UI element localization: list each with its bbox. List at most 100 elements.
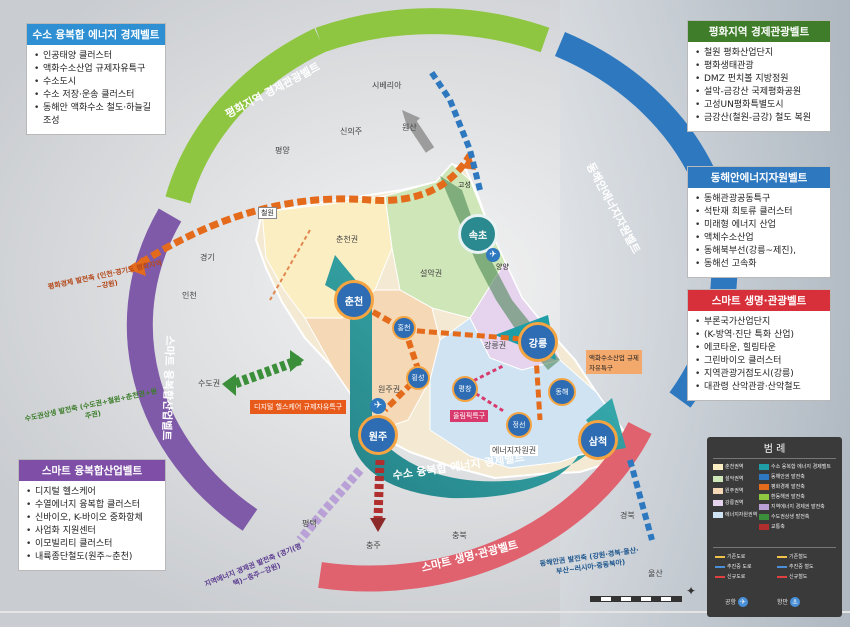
compass-icon: ✦ <box>686 584 697 598</box>
list-item: 철원 평화산업단지 <box>695 47 822 60</box>
list-item: 내륙종단철도(원주~춘천) <box>26 551 157 564</box>
list-item: 금강산(철원-금강) 철도 복원 <box>695 112 822 125</box>
legend-axis: 지역에너지 경제권 발전축 <box>759 503 825 510</box>
airport-icon: ✈ <box>737 597 748 607</box>
corridor-west-peace-line <box>128 153 474 273</box>
place-gyeonggi: 경기 <box>200 253 215 262</box>
panel-hydrogen-title: 수소 융복합 에너지 경제벨트 <box>27 24 165 45</box>
list-item: 수소도시 <box>34 76 157 89</box>
place-wonsan: 원산 <box>402 123 417 132</box>
city-pyeongchang[interactable]: 평창 <box>452 376 478 402</box>
list-item: 액화수소산업 규제자유특구 <box>34 63 157 76</box>
legend-axis-label: 환동해권 발전축 <box>771 494 805 500</box>
corridor-east-line <box>427 68 483 191</box>
city-jeongseon[interactable]: 정선 <box>506 412 532 438</box>
legend-area-label: 설악권역 <box>725 476 744 482</box>
scale-bar <box>590 596 682 602</box>
city-yangyang: 양양 <box>496 263 509 271</box>
legend-axis: 수도권상생 발전축 <box>759 513 809 520</box>
city-wonju[interactable]: 원주 <box>358 415 398 455</box>
list-item: 인공태양 클러스터 <box>34 50 157 63</box>
list-item: 수열에너지 융복합 클러스터 <box>26 499 157 512</box>
legend-axis-label: 지역에너지 경제권 발전축 <box>771 504 825 510</box>
list-item: 이모빌리티 클러스터 <box>26 538 157 551</box>
belt-peace-arc <box>165 28 326 204</box>
list-item: 지역관광거점도시(강릉) <box>695 368 822 381</box>
panel-smarthealth: 스마트 융복합산업벨트 디지털 헬스케어 수열에너지 융복합 클러스터 신바이오… <box>18 459 166 571</box>
place-seoul: 수도권 <box>198 379 221 388</box>
place-pyongyang: 평양 <box>275 146 290 155</box>
list-item: 평화생태관광 <box>695 60 822 73</box>
belt-smarthealth-arc <box>126 208 258 531</box>
region-label-wonju: 원주권 <box>378 385 401 394</box>
callout-digital-healthcare: 디지털 헬스케어 규제자유특구 <box>250 400 347 414</box>
panel-smartlife-title: 스마트 생명·관광벨트 <box>688 290 830 311</box>
city-donghae[interactable]: 동해 <box>548 378 576 406</box>
legend-axis-label: 동해안권 발전축 <box>771 474 805 480</box>
list-item: 에코타운, 힐링타운 <box>695 342 822 355</box>
place-chungju: 충주 <box>366 541 381 550</box>
legend-rail-label: 추진중 철도 <box>789 564 814 570</box>
list-item: 사업화 지원센터 <box>26 525 157 538</box>
city-gangneung[interactable]: 강릉 <box>518 322 558 362</box>
list-item: DMZ 펀치볼 지방정원 <box>695 73 822 86</box>
legend-rail: 추진중 철도 <box>777 563 814 570</box>
place-siberia: 시베리아 <box>372 81 402 90</box>
city-cheorwon: 철원 <box>258 207 277 219</box>
legend-road-label: 기존도로 <box>727 554 746 560</box>
callout-olympic: 올림픽특구 <box>450 410 489 422</box>
legend-axis: 평화경제 발전축 <box>759 483 805 490</box>
list-item: 동해관광공동특구 <box>695 193 822 206</box>
airport-icon: ✈ <box>486 248 500 262</box>
legend-rail-label: 기존철도 <box>789 554 808 560</box>
legend-axis-label: 교통축 <box>771 524 785 530</box>
place-chungbuk: 충북 <box>452 531 467 540</box>
legend-area: 에너지자원권역 <box>713 511 757 518</box>
legend-road: 기존도로 <box>715 553 745 560</box>
city-hongcheon[interactable]: 홍천 <box>392 316 416 340</box>
legend-axis: 수소 융복합 에너지 경제벨트 <box>759 463 831 470</box>
list-item: 수소 저장·운송 클러스터 <box>34 89 157 102</box>
panel-hydrogen: 수소 융복합 에너지 경제벨트 인공태양 클러스터 액화수소산업 규제자유특구 … <box>26 23 166 135</box>
panel-eastcoast-title: 동해안에너지자원벨트 <box>688 167 830 188</box>
airport-icon: ✈ <box>370 398 386 414</box>
legend-rail: 신규철도 <box>777 573 807 580</box>
legend-axis: 동해안권 발전축 <box>759 473 805 480</box>
panel-smartlife: 스마트 생명·관광벨트 부론국가산업단지 (K-방역·진단 특화 산업) 에코타… <box>687 289 831 401</box>
legend-rail: 기존철도 <box>777 553 807 560</box>
region-label-chuncheon: 춘천권 <box>336 235 359 244</box>
legend-road: 신규도로 <box>715 573 745 580</box>
city-hoengseong[interactable]: 횡성 <box>406 366 430 390</box>
legend-road-label: 신규도로 <box>727 574 746 580</box>
legend-axis-label: 평화경제 발전축 <box>771 484 805 490</box>
legend: 범 례 춘천권역 설악권역 원주권역 강릉권역 에너지자원권역 수소 융복합 에… <box>707 437 842 617</box>
place-sinuiju: 신의주 <box>340 127 363 136</box>
list-item: 동해선 고속화 <box>695 258 822 271</box>
legend-axis: 환동해권 발전축 <box>759 493 805 500</box>
list-item: (K-방역·진단 특화 산업) <box>695 329 822 342</box>
corridor-center-line <box>350 297 424 413</box>
place-gyeongbuk: 경북 <box>620 511 635 520</box>
city-samcheok[interactable]: 삼척 <box>578 420 618 460</box>
callout-hydrogen-zone: 액화수소산업 규제자유특구 <box>586 350 642 374</box>
city-sokcho[interactable]: 속초 <box>458 214 498 254</box>
list-item: 동해안 액화수소 철도·하늘길 조성 <box>34 102 157 128</box>
list-item: 고성UN평화특별도시 <box>695 99 822 112</box>
place-incheon: 인천 <box>182 291 197 300</box>
legend-area-label: 원주권역 <box>725 488 744 494</box>
list-item: 동해북부선(강릉~제진), <box>695 245 822 258</box>
panel-smarthealth-title: 스마트 융복합산업벨트 <box>19 460 165 481</box>
corridor-capital-line <box>226 355 302 391</box>
legend-area: 설악권역 <box>713 475 743 482</box>
legend-area: 춘천권역 <box>713 463 743 470</box>
list-item: 부론국가산업단지 <box>695 316 822 329</box>
legend-road: 추진중 도로 <box>715 563 752 570</box>
anchor-icon: ⚓ <box>789 597 800 607</box>
legend-area-label: 에너지자원권역 <box>725 512 758 518</box>
list-item: 액체수소산업 <box>695 232 822 245</box>
city-chuncheon[interactable]: 춘천 <box>334 280 374 320</box>
list-item: 설악-금강산 국제평화공원 <box>695 86 822 99</box>
list-item: 신바이오, K-바이오 중화항체 <box>26 512 157 525</box>
legend-area-label: 춘천권역 <box>725 464 744 470</box>
legend-axis-label: 수도권상생 발전축 <box>771 514 810 520</box>
